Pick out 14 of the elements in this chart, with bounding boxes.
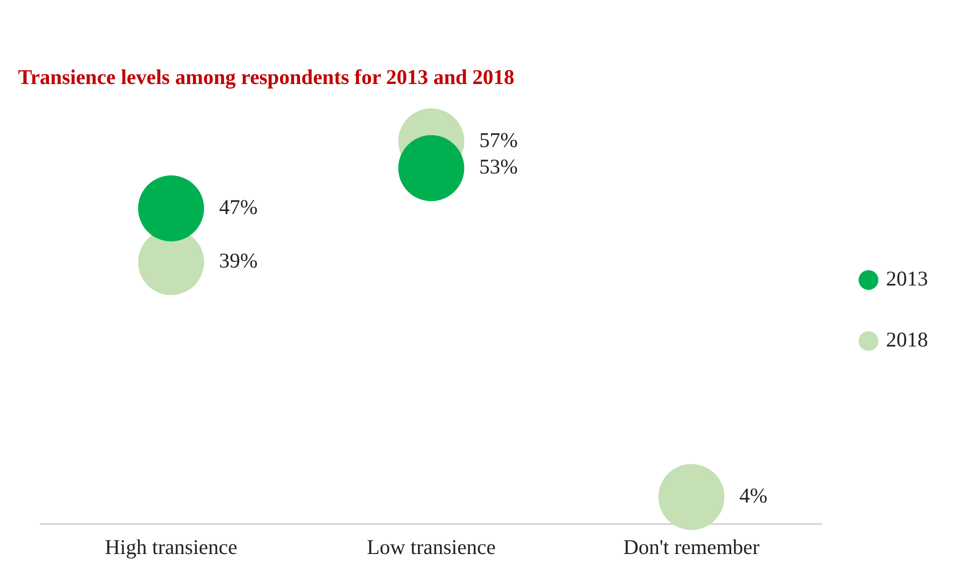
data-label: 57% — [479, 128, 518, 152]
data-label: 47% — [219, 194, 258, 219]
x-tick-label: High transience — [104, 534, 238, 559]
chart-title: Transience levels among respondents for 2013 and 2018 — [18, 65, 514, 90]
legend-label: 2013 — [886, 266, 928, 291]
x-tick-label: Low transience — [366, 534, 496, 559]
data-label: 39% — [219, 248, 258, 273]
legend-label: 2018 — [886, 328, 928, 352]
point — [138, 175, 204, 242]
data-label: 53% — [479, 154, 518, 179]
data-label: 4% — [739, 483, 768, 508]
point — [398, 135, 464, 202]
point — [658, 464, 724, 530]
x-tick-label: Don't remember — [623, 534, 760, 559]
